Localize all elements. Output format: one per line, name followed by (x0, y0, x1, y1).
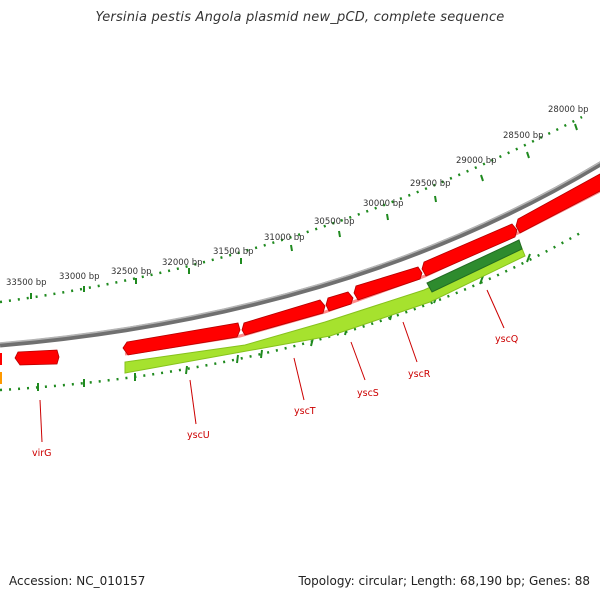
gene-label-virG: virG (32, 448, 52, 459)
scale-label-29000: 29000 bp (456, 156, 497, 166)
scale-label-28000: 28000 bp (548, 105, 589, 115)
gene-label-yscR: yscR (408, 369, 431, 380)
map-title: Yersinia pestis Angola plasmid new_pCD, … (95, 10, 505, 25)
scale-label-31000: 31000 bp (264, 233, 305, 243)
scale-label-32500: 32500 bp (111, 267, 152, 277)
scale-label-30500: 30500 bp (314, 217, 355, 227)
scale-label-33500: 33500 bp (6, 278, 47, 288)
plasmid-backbone-highlight (0, 161, 600, 344)
scale-label-33000: 33000 bp (59, 272, 100, 282)
reverse-gene-block[interactable] (124, 239, 526, 374)
gene-label-yscT: yscT (294, 406, 316, 417)
gene-arrow-yscT[interactable] (241, 299, 326, 336)
gene-label-yscU: yscU (187, 430, 210, 441)
gene-label-yscS: yscS (357, 388, 379, 399)
accession-label: Accession: NC_010157 (9, 574, 146, 588)
gene-arrow-virG[interactable] (14, 349, 60, 366)
forward-gene-arrows[interactable] (0, 173, 600, 366)
scale-label-31500: 31500 bp (213, 247, 254, 257)
gene-arrow-yscP[interactable] (515, 173, 600, 234)
gene-arrow-left-edge[interactable] (0, 353, 2, 365)
gene-arrow-yscU[interactable] (122, 322, 241, 356)
plasmid-backbone (0, 161, 600, 348)
reverse-gene-yscQ-dark[interactable] (426, 239, 523, 293)
gene-arrow-yscS[interactable] (325, 291, 354, 312)
gene-arrow-yscQ[interactable] (421, 223, 518, 277)
gene-arrow-yscR[interactable] (353, 266, 423, 301)
gene-label-yscQ: yscQ (495, 334, 518, 345)
sequence-summary: Topology: circular; Length: 68,190 bp; G… (298, 574, 590, 588)
scale-label-32000: 32000 bp (162, 258, 203, 268)
scale-label-30000: 30000 bp (363, 199, 404, 209)
orange-feature-marker[interactable] (0, 372, 2, 384)
scale-label-28500: 28500 bp (503, 131, 544, 141)
outer-major-ticks (30, 123, 578, 299)
gene-leader-lines (39, 289, 505, 443)
scale-label-29500: 29500 bp (410, 179, 451, 189)
reverse-gene-yscU-T-S-R[interactable] (124, 245, 526, 374)
